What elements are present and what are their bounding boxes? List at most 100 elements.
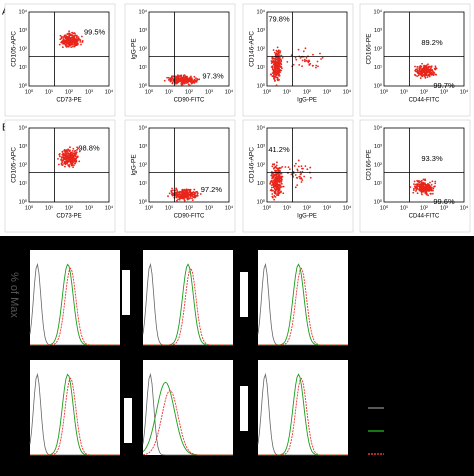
event-dot [419,77,422,79]
event-dot [319,52,321,55]
panel-tab [124,398,132,443]
y-tick-label: 10⁰ [139,82,148,89]
event-dot [306,168,309,171]
event-dot [416,192,419,195]
event-dot [275,52,277,55]
event-dot [271,163,274,166]
x-tick-label: 10² [65,89,73,95]
event-dot [278,65,281,67]
green-curve [142,381,233,456]
y-tick-label: 10⁴ [139,124,148,131]
event-dot [67,159,69,162]
event-dot [196,195,199,197]
event-dot [278,74,281,77]
x-tick-label: 10² [185,205,193,211]
y-tick-label: 10⁴ [19,124,28,131]
y-tick-label: 10² [139,162,147,168]
event-dot [273,51,276,54]
event-dot [177,81,180,84]
x-tick-label: 10⁴ [105,204,114,211]
event-dot [296,168,299,171]
histogram-panel [30,250,120,345]
event-dot [292,63,295,66]
plot-area [28,11,110,87]
y-axis-label: CD146-APC [249,147,256,183]
event-dot [175,75,177,78]
y-tick-label: 10⁰ [374,198,383,205]
event-dot [57,157,59,160]
x-tick-label: 10² [420,89,428,95]
event-dot [412,189,415,191]
event-dot [64,151,67,154]
event-dot [78,38,81,41]
event-dot [312,64,314,67]
event-dot [413,73,416,76]
y-tick-label: 10² [257,46,265,52]
panel-frame [124,119,236,233]
event-dot [169,77,171,80]
event-dot [413,183,415,186]
event-dot [199,193,202,195]
event-dot [414,68,417,71]
event-dot [182,74,185,77]
event-dot [432,189,434,192]
x-tick-label: 10⁴ [105,88,114,95]
plot-area [148,11,230,87]
event-dot [63,149,66,152]
event-dot [71,34,74,36]
event-dot [300,181,303,183]
event-dot [321,56,324,59]
y-axis-label: CD146-APC [249,31,256,67]
event-dot [421,69,424,72]
event-dot [74,149,77,152]
event-dot [277,193,279,196]
x-tick-label: 10¹ [283,205,291,211]
event-dot [172,193,175,195]
event-dot [66,35,69,38]
event-dot [427,194,430,197]
plot-area [28,127,110,203]
event-dot [419,67,422,69]
event-dot [175,80,178,83]
event-dot [270,184,273,187]
x-axis-label: IgG-PE [297,98,317,104]
event-dot [272,179,274,182]
event-dot [180,76,183,78]
event-dot [186,78,189,81]
event-dot [73,45,76,48]
event-dot [290,173,293,176]
event-dot [187,79,190,82]
event-dot [65,39,67,42]
x-tick-label: 10⁴ [460,204,469,211]
x-tick-label: 10² [65,205,73,211]
y-tick-label: 10⁰ [374,82,383,89]
event-dot [288,168,291,171]
event-dot [67,45,70,48]
event-dot [193,82,196,84]
event-dot [416,69,419,72]
event-dot [294,56,297,59]
event-dot [181,80,184,83]
event-dot [178,191,181,194]
event-dot [69,160,72,163]
event-dot [416,187,419,190]
event-dot [189,192,192,195]
y-tick-label: 10³ [19,144,27,150]
event-dot [172,80,175,82]
event-dot [77,36,80,39]
event-dot [274,75,277,78]
event-dot [418,72,421,74]
event-dot [418,181,421,184]
x-tick-label: 10⁰ [263,88,272,95]
y-axis-label: CD105-APC [11,147,18,183]
event-dot [275,84,278,87]
event-dot [280,191,282,194]
x-tick-label: 10² [303,205,311,211]
event-dot [177,193,179,196]
event-dot [61,46,64,49]
event-dot [280,63,283,66]
event-dot [272,75,274,78]
event-dot [279,172,281,175]
percentage: 99.7% [433,81,455,90]
